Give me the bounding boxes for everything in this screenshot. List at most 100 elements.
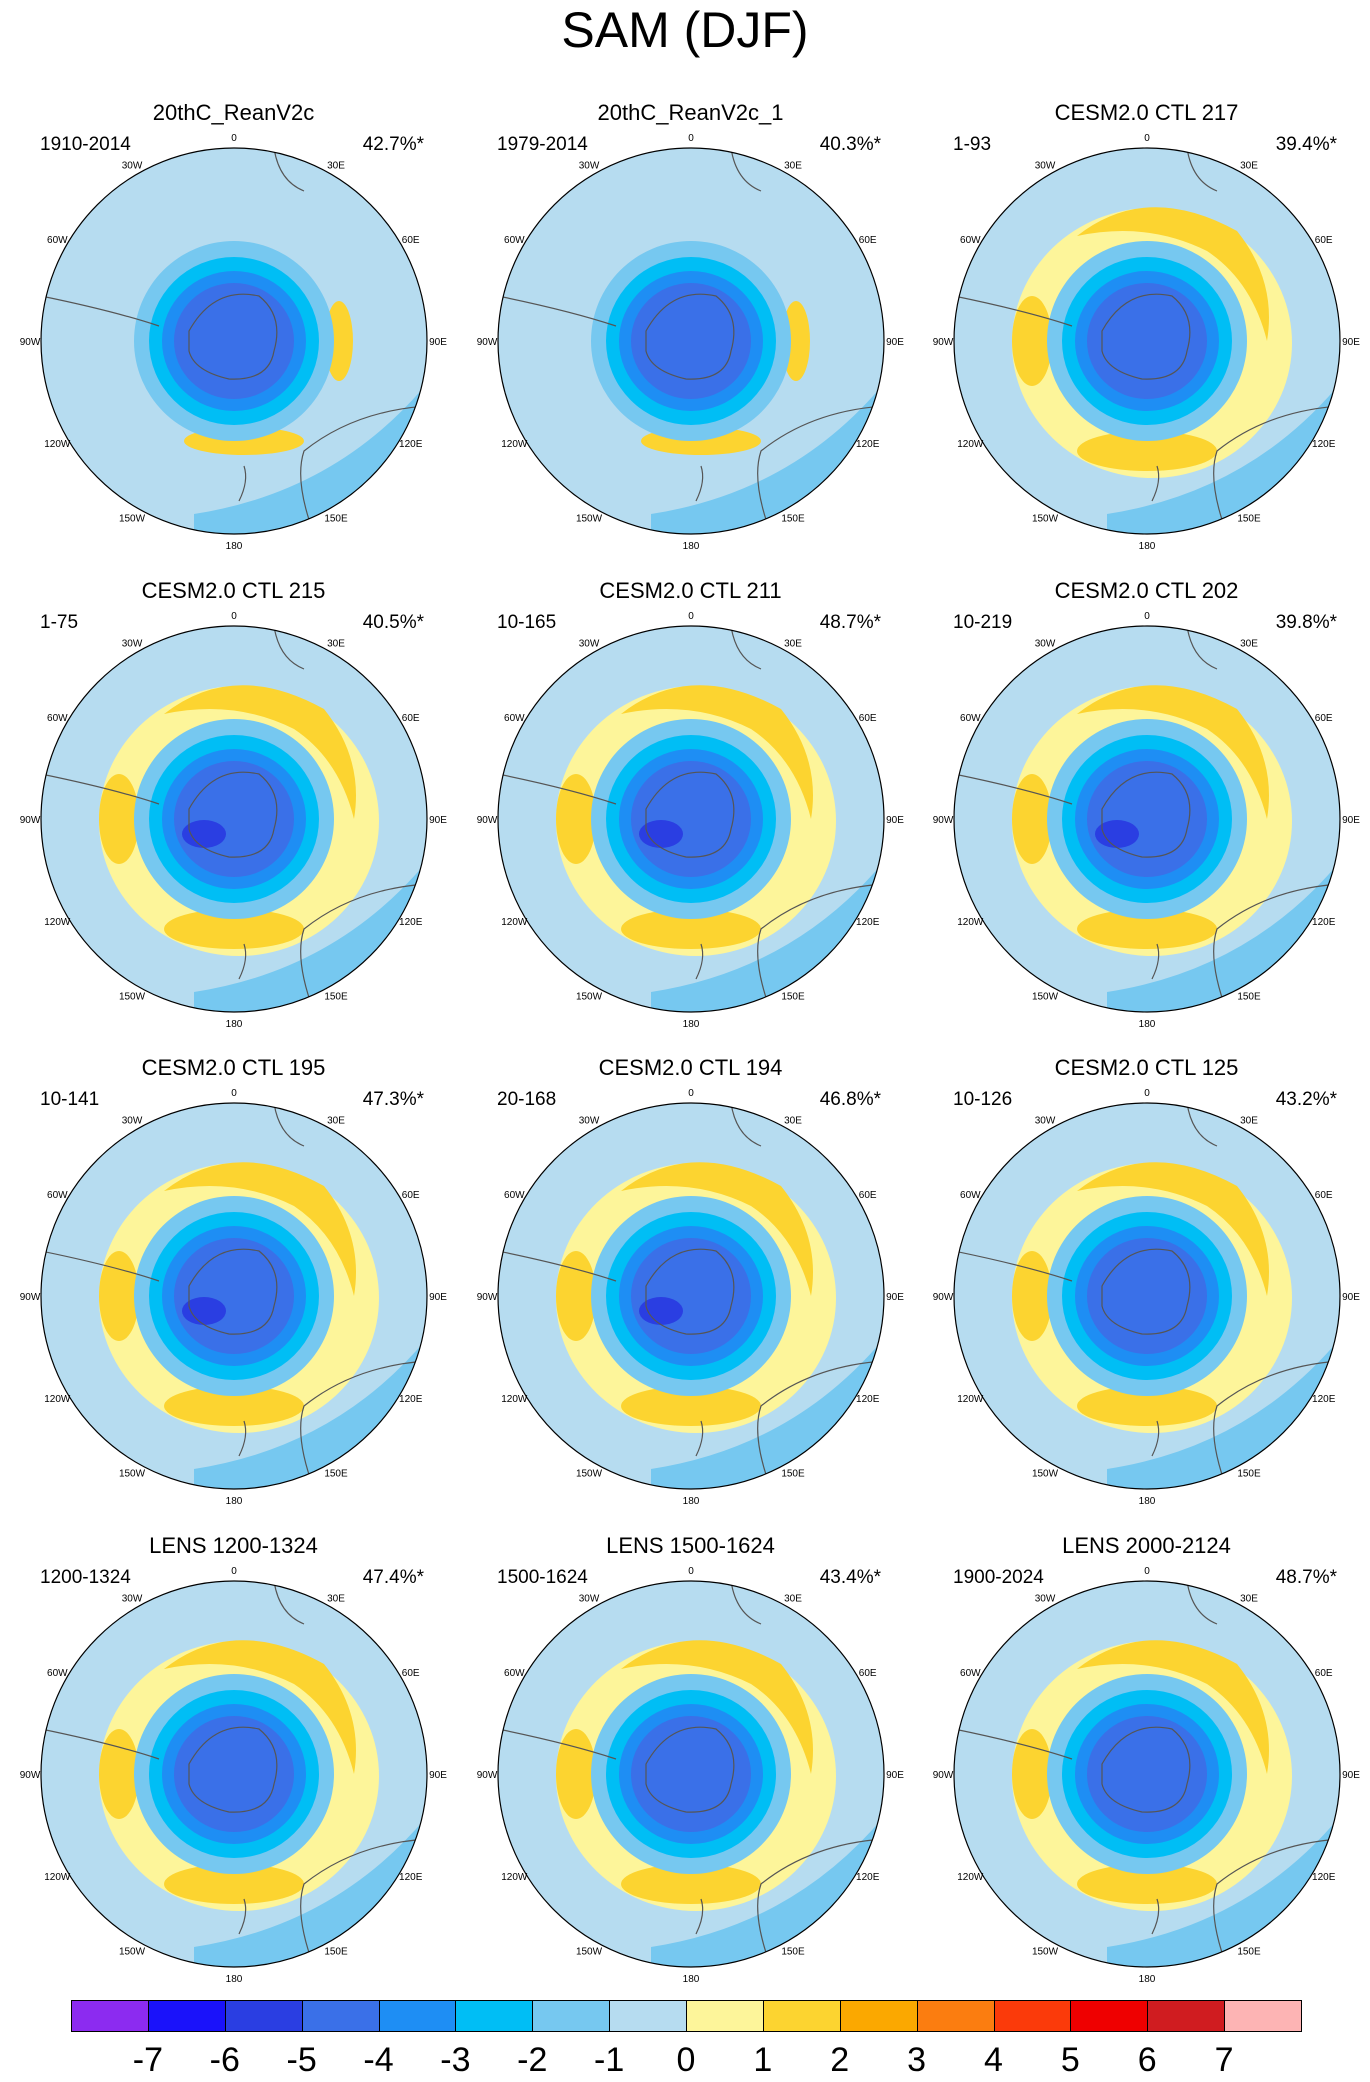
longitude-label: 30E (327, 638, 345, 649)
panel-title: CESM2.0 CTL 217 (1054, 100, 1239, 125)
panel-title: CESM2.0 CTL 215 (141, 578, 326, 603)
field-level-2 (1077, 1864, 1217, 1904)
field-level-2 (556, 1729, 596, 1819)
longitude-label: 120W (44, 439, 71, 450)
longitude-label: 90E (429, 1292, 447, 1303)
longitude-label: 150E (781, 1947, 805, 1958)
longitude-label: 60W (504, 235, 525, 246)
new-zealand-coastline (695, 943, 704, 980)
field-level-5 (182, 1297, 226, 1325)
longitude-label: 30W (1035, 1115, 1056, 1126)
panel-variance-explained: 47.4%* (362, 1567, 424, 1588)
colorbar-tick-label: -2 (517, 2041, 548, 2079)
australia-coastline (300, 1838, 427, 1967)
longitude-label: 150W (1032, 514, 1059, 525)
field-level-2 (1077, 1386, 1217, 1426)
colorbar-tick-label: 5 (1060, 2041, 1080, 2079)
panel-period: 1200-1324 (40, 1567, 131, 1588)
longitude-label: 30W (579, 1115, 600, 1126)
longitude-label: 120E (399, 439, 423, 450)
colorbar-tick-label: -4 (363, 2041, 394, 2079)
longitude-label: 150E (324, 992, 348, 1003)
africa-coastline (273, 626, 305, 670)
longitude-label: 120E (399, 1872, 423, 1883)
panel-title: CESM2.0 CTL 194 (598, 1055, 783, 1080)
longitude-label: 30E (1240, 1593, 1258, 1604)
longitude-label: 60E (402, 713, 420, 724)
longitude-label: 30W (1035, 638, 1056, 649)
new-zealand-coastline (1151, 1898, 1160, 1935)
longitude-label: 150W (576, 992, 603, 1003)
polar-map: 0 30E 60E 90E 120E 150E 180 150W 120W 90W 60W 30W (477, 133, 905, 552)
panel-variance-explained: 40.3%* (819, 134, 881, 155)
field-level-2 (164, 1386, 304, 1426)
longitude-label: 60W (504, 713, 525, 724)
longitude-label: 150E (781, 992, 805, 1003)
longitude-label: 180 (1139, 1496, 1156, 1507)
map-panel: CESM2.0 CTL 217 1-93 39.4%* 0 30E 60E 90E 120E 1… (918, 100, 1370, 576)
longitude-label: 120E (1312, 439, 1336, 450)
africa-coastline (273, 148, 305, 192)
longitude-label: 150W (1032, 1947, 1059, 1958)
africa-coastline (1186, 1581, 1218, 1625)
colorbar-tick-label: 6 (1137, 2041, 1157, 2079)
south-america-coastline (41, 773, 160, 805)
longitude-label: 90W (20, 1770, 41, 1781)
panel-period: 10-165 (497, 612, 557, 633)
map-border (40, 1580, 428, 1968)
colorbar-segment (378, 2000, 457, 2032)
field-level-2 (164, 1162, 356, 1296)
south-america-coastline (498, 295, 617, 327)
longitude-label: 60E (402, 235, 420, 246)
longitude-label: 120E (1312, 1394, 1336, 1405)
colorbar-tick-label: -1 (594, 2041, 625, 2079)
longitude-label: 60W (960, 1190, 981, 1201)
longitude-label: 120W (44, 917, 71, 928)
longitude-label: 150E (1237, 1947, 1261, 1958)
longitude-label: 180 (683, 1019, 700, 1030)
panel-variance-explained: 40.5%* (362, 612, 424, 633)
polar-map: 0 30E 60E 90E 120E 150E 180 150W 120W 90W 60W 30W (20, 1088, 448, 1507)
colorbar-segment (1070, 2000, 1149, 2032)
longitude-label: 30W (122, 1593, 143, 1604)
new-zealand-coastline (1151, 1420, 1160, 1457)
colorbar-segment (224, 2000, 303, 2032)
colorbar-tick-label: 3 (907, 2041, 927, 2079)
longitude-label: 150E (324, 1947, 348, 1958)
south-america-coastline (41, 1728, 160, 1760)
longitude-label: 150E (324, 1469, 348, 1480)
longitude-label: 30E (784, 160, 802, 171)
panel-period: 10-219 (953, 612, 1013, 633)
colorbar-tick-label: 7 (1214, 2041, 1234, 2079)
polar-map: 0 30E 60E 90E 120E 150E 180 150W 120W 90W 60W 30W (20, 611, 448, 1030)
polar-map: 0 30E 60E 90E 120E 150E 180 150W 120W 90W 60W 30W (933, 1088, 1361, 1507)
longitude-label: 60E (402, 1190, 420, 1201)
longitude-label: 120W (957, 439, 984, 450)
field-level-2 (556, 1251, 596, 1341)
longitude-label: 60E (859, 713, 877, 724)
colorbar-segment (609, 2000, 687, 2032)
longitude-label: 120W (501, 1872, 528, 1883)
australia-coastline (1213, 883, 1340, 1012)
panel-title: LENS 1200-1324 (149, 1533, 318, 1558)
africa-coastline (1186, 1103, 1218, 1147)
longitude-label: 120W (501, 1394, 528, 1405)
field-level-2 (1012, 774, 1052, 864)
longitude-label: 90E (886, 815, 904, 826)
south-america-coastline (954, 1728, 1073, 1760)
field-level-2 (556, 774, 596, 864)
colorbar-segment (916, 2000, 995, 2032)
panel-title: CESM2.0 CTL 211 (599, 578, 782, 603)
field-level-2 (99, 1251, 139, 1341)
colorbar-segment (71, 2000, 149, 2032)
africa-coastline (1186, 626, 1218, 670)
longitude-label: 150E (781, 514, 805, 525)
panel-variance-explained: 47.3%* (362, 1089, 424, 1110)
longitude-label: 120E (856, 917, 880, 928)
antarctica-coastline (645, 771, 735, 858)
polar-map: 0 30E 60E 90E 120E 150E 180 150W 120W 90W 60W 30W (933, 1566, 1361, 1985)
longitude-label: 90W (20, 337, 41, 348)
new-zealand-coastline (1151, 465, 1160, 502)
longitude-label: 30W (1035, 1593, 1056, 1604)
africa-coastline (730, 148, 762, 192)
